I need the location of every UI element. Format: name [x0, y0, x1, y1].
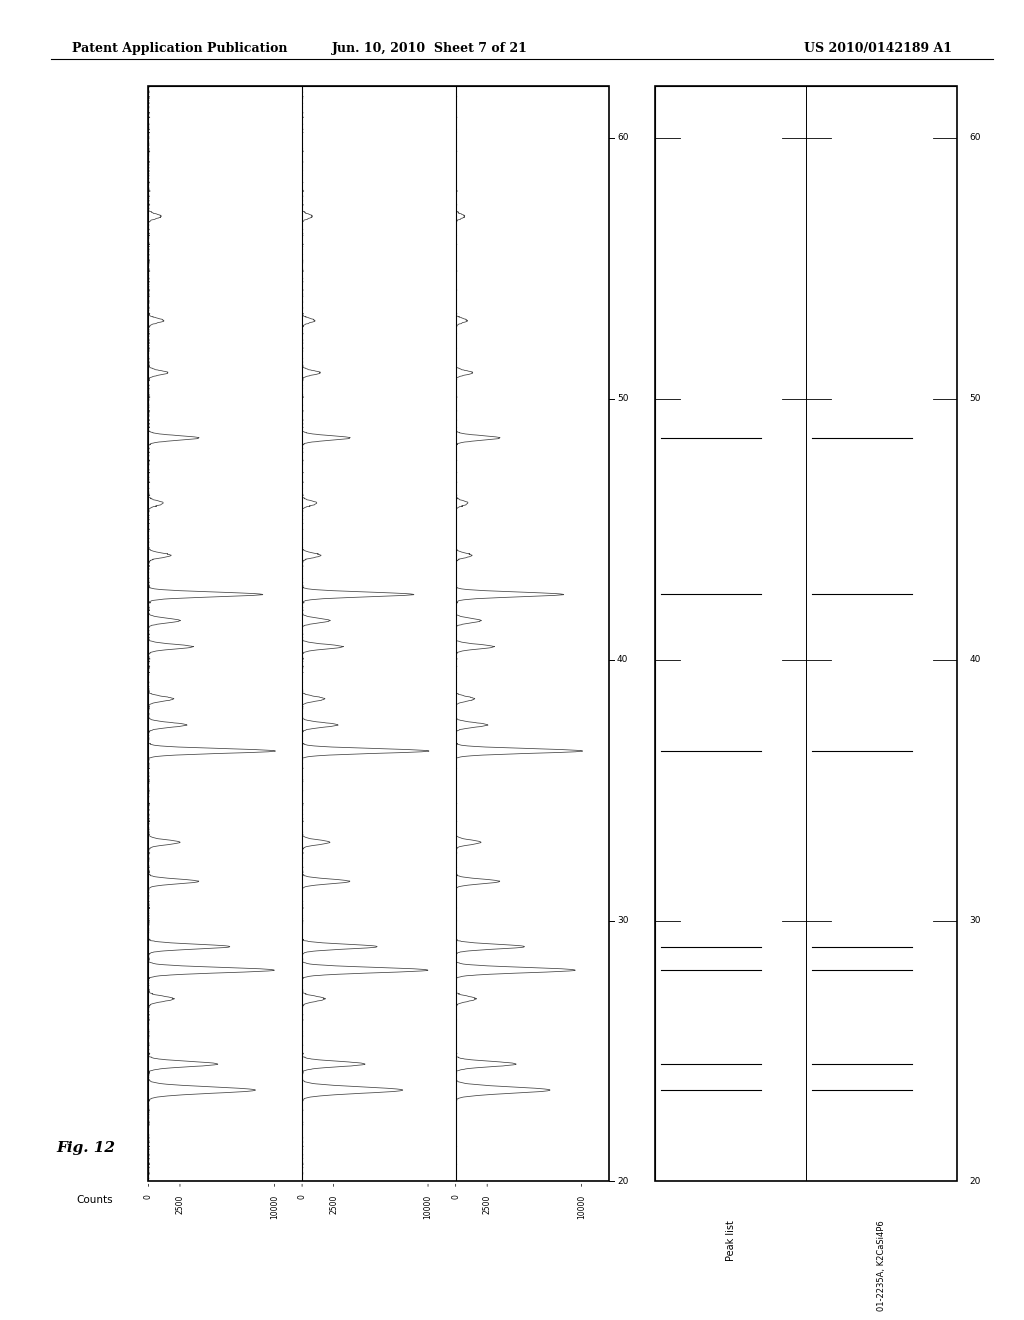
Text: 60: 60 — [970, 133, 981, 143]
Text: Peak list: Peak list — [726, 1221, 736, 1262]
Text: 10000: 10000 — [578, 1195, 586, 1218]
Text: 20: 20 — [970, 1177, 981, 1185]
Text: 0: 0 — [298, 1195, 306, 1200]
Text: Jun. 10, 2010  Sheet 7 of 21: Jun. 10, 2010 Sheet 7 of 21 — [332, 42, 528, 55]
Text: 0: 0 — [144, 1195, 153, 1200]
Text: 20: 20 — [616, 1177, 629, 1185]
Text: 2500: 2500 — [482, 1195, 492, 1214]
Text: 01-2235A, K2CaSi4P6: 01-2235A, K2CaSi4P6 — [878, 1221, 887, 1311]
Text: 10000: 10000 — [424, 1195, 432, 1218]
Text: 50: 50 — [616, 395, 629, 404]
Text: 40: 40 — [970, 655, 981, 664]
Text: 10000: 10000 — [270, 1195, 279, 1218]
Text: Patent Application Publication: Patent Application Publication — [72, 42, 287, 55]
Text: 60: 60 — [616, 133, 629, 143]
Text: 40: 40 — [616, 655, 629, 664]
Text: 30: 30 — [970, 916, 981, 925]
Text: 50: 50 — [970, 395, 981, 404]
Text: US 2010/0142189 A1: US 2010/0142189 A1 — [804, 42, 952, 55]
Text: Counts: Counts — [77, 1195, 114, 1205]
Text: 2500: 2500 — [329, 1195, 338, 1214]
Text: 30: 30 — [616, 916, 629, 925]
Text: 0: 0 — [452, 1195, 460, 1200]
Text: Position [°  2Theta]: Position [° 2Theta] — [655, 586, 666, 681]
Text: Fig. 12: Fig. 12 — [56, 1140, 116, 1155]
Text: 2500: 2500 — [175, 1195, 184, 1214]
